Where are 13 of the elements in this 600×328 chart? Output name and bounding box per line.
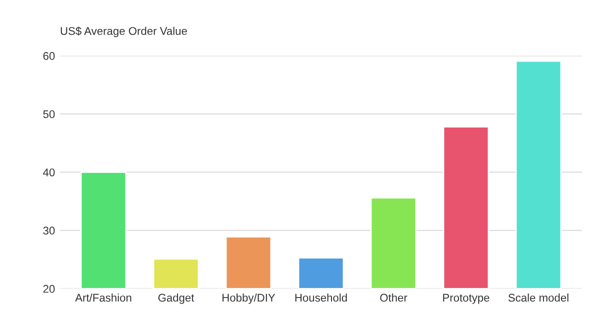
- x-tick-label: Hobby/DIY: [222, 294, 276, 304]
- y-tick-label: 20: [43, 284, 55, 293]
- x-tick-label: Art/Fashion: [75, 294, 132, 302]
- x-tick-label: Gadget: [158, 294, 194, 304]
- y-tick-label: 50: [43, 110, 55, 118]
- x-tick-label: Other: [380, 294, 408, 302]
- chart-title: US$ Average Order Value: [60, 26, 187, 38]
- x-tick-label: Household: [295, 294, 347, 302]
- x-tick-label: Prototype: [443, 294, 490, 304]
- y-tick-label: 60: [43, 52, 55, 60]
- y-tick-label: 40: [43, 168, 55, 176]
- x-tick-label: Scale model: [508, 294, 568, 302]
- y-tick-label: 30: [43, 226, 55, 235]
